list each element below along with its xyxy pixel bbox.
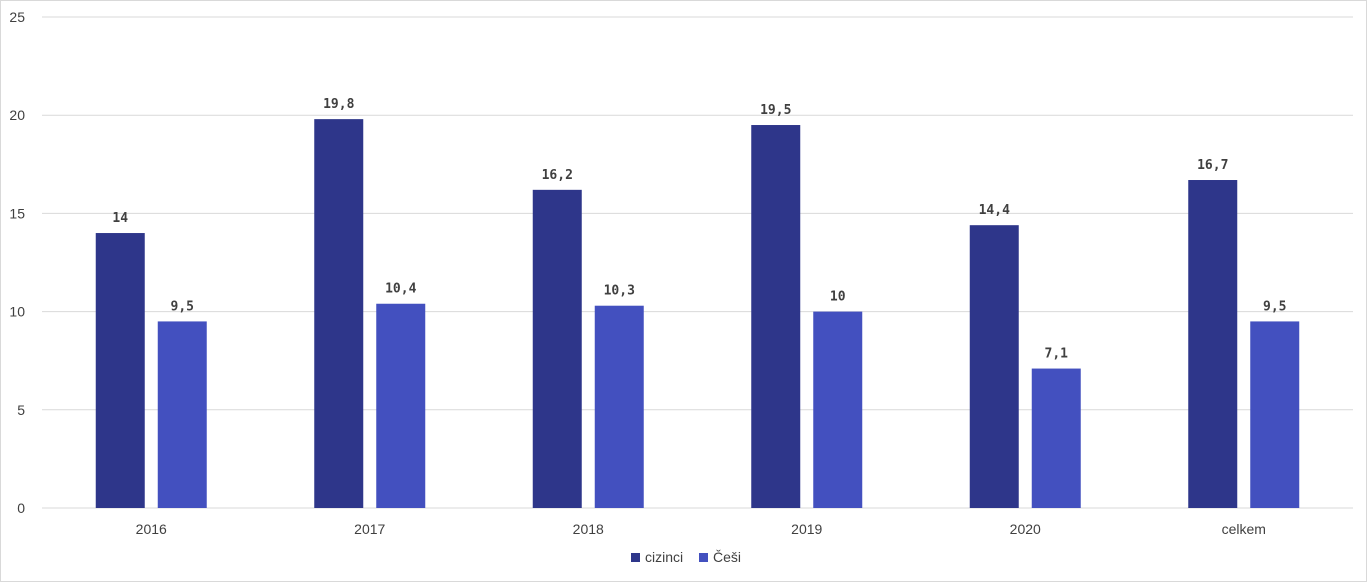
bar-cizinci-2016 — [95, 233, 145, 509]
y-tick-label: 25 — [9, 9, 25, 25]
x-tick-label: 2020 — [1010, 521, 1041, 537]
data-label: 10,4 — [385, 282, 416, 297]
bar-češi-2018 — [594, 305, 644, 508]
data-label: 10 — [830, 290, 846, 305]
data-label: 19,5 — [760, 103, 791, 118]
x-tick-label: 2016 — [136, 521, 167, 537]
legend: cizinci Češi — [631, 549, 741, 565]
x-tick-label: celkem — [1222, 521, 1266, 537]
bar-cizinci-2018 — [532, 189, 582, 508]
data-label: 19,8 — [323, 97, 354, 112]
data-label: 9,5 — [171, 299, 194, 314]
bar-češi-2016 — [157, 321, 207, 508]
data-label: 16,7 — [1197, 158, 1228, 173]
data-label: 14,4 — [979, 203, 1010, 218]
data-label: 7,1 — [1045, 347, 1069, 362]
bar-češi-2017 — [376, 303, 426, 508]
data-label: 16,2 — [542, 168, 573, 183]
legend-label: Češi — [713, 549, 741, 565]
y-tick-label: 0 — [17, 500, 25, 516]
data-label: 10,3 — [604, 284, 635, 299]
data-label: 9,5 — [1263, 299, 1286, 314]
x-tick-label: 2019 — [791, 521, 822, 537]
gridlines — [42, 16, 1353, 509]
bars: 14 9,5 19,8 10,4 16,2 10,3 19,5 10 14,4 7,1 16,7 9,… — [95, 97, 1300, 509]
x-tick-label: 2018 — [573, 521, 604, 537]
bar-cizinci-celkem — [1188, 180, 1238, 508]
x-tick-label: 2017 — [354, 521, 385, 537]
bar-češi-2019 — [813, 311, 863, 508]
bar-cizinci-2017 — [314, 119, 364, 509]
y-tick-label: 20 — [9, 107, 25, 123]
bar-češi-2020 — [1031, 368, 1081, 508]
y-tick-label: 15 — [9, 205, 25, 221]
y-tick-label: 10 — [9, 304, 25, 320]
data-label: 14 — [112, 211, 128, 226]
x-axis: 2016 2017 2018 2019 2020 celkem — [136, 521, 1266, 537]
legend-swatch — [699, 553, 708, 562]
legend-swatch — [631, 553, 640, 562]
bar-cizinci-2020 — [969, 225, 1019, 508]
y-tick-label: 5 — [17, 402, 25, 418]
legend-label: cizinci — [645, 549, 683, 565]
bar-češi-celkem — [1250, 321, 1300, 508]
y-axis: 0 5 10 15 20 25 — [9, 9, 25, 516]
bar-cizinci-2019 — [751, 125, 801, 509]
